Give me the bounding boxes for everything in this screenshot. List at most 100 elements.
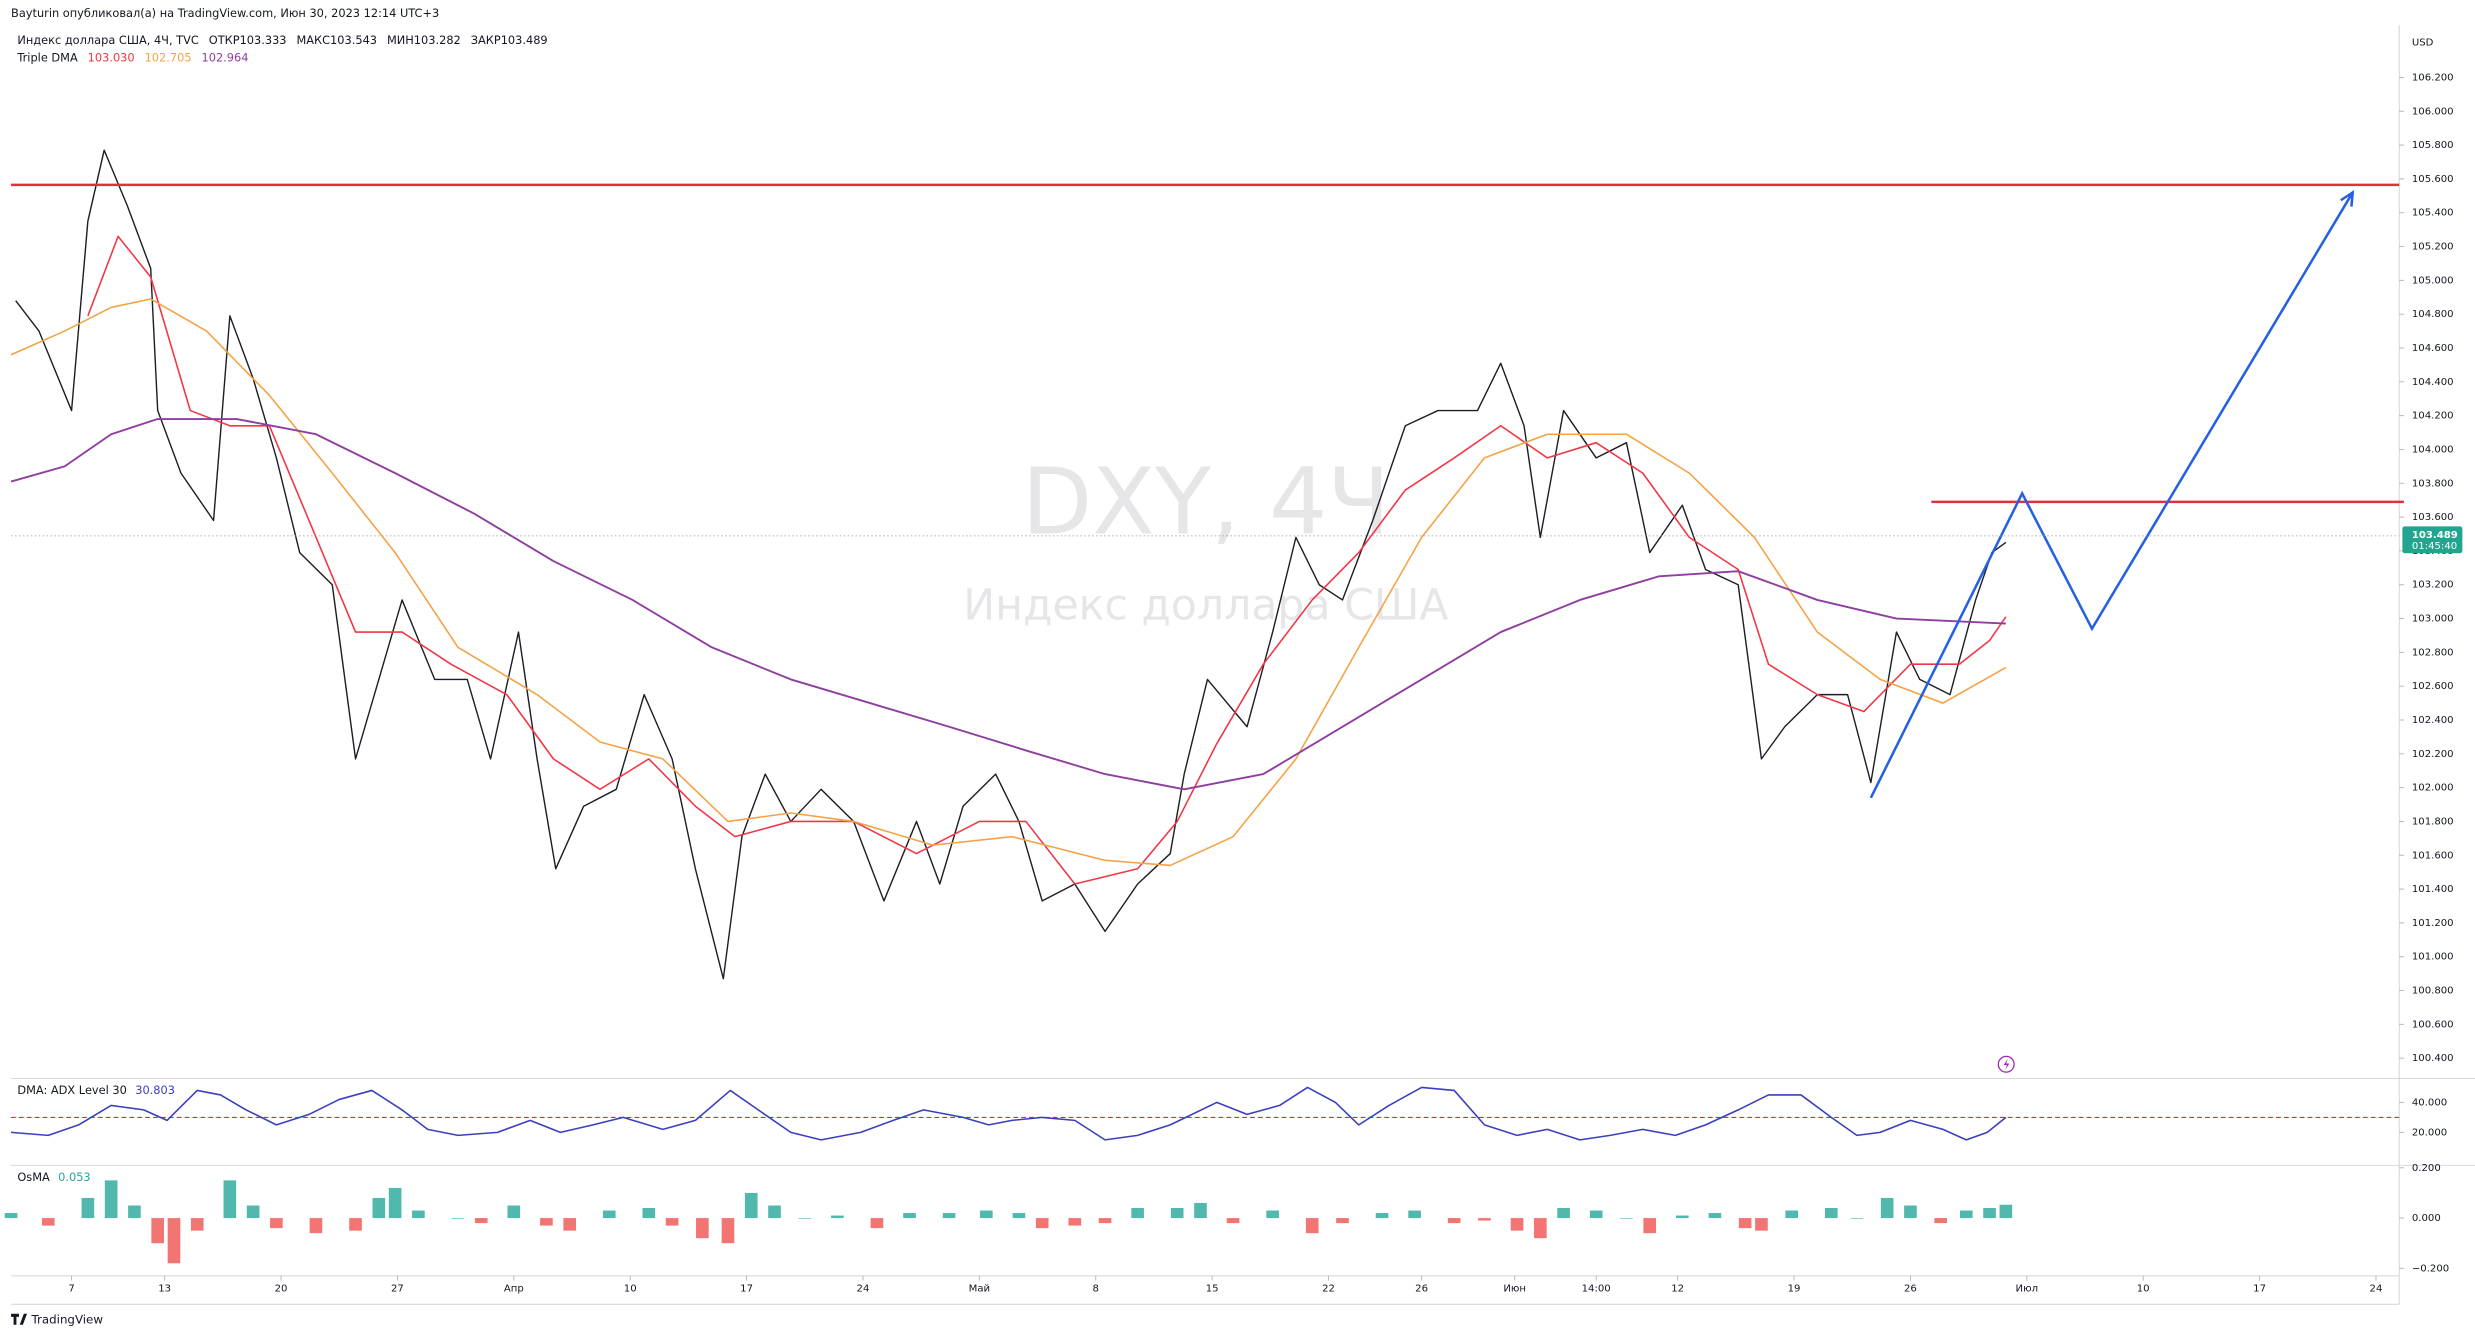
histogram-bar xyxy=(246,1205,260,1219)
y-tick-label: 102.000 xyxy=(2412,783,2454,794)
histogram-bar xyxy=(1755,1218,1768,1231)
x-tick-label: 13 xyxy=(158,1283,171,1294)
y-tick-label: 105.400 xyxy=(2412,208,2454,219)
x-tick-label: 24 xyxy=(2370,1283,2383,1294)
y-tick-label: 0.200 xyxy=(2412,1163,2441,1174)
y-tick-label: 105.000 xyxy=(2412,275,2454,286)
histogram-bar xyxy=(270,1218,283,1229)
series-line xyxy=(87,235,2007,885)
x-tick-label: 22 xyxy=(1322,1283,1335,1294)
histogram-bar xyxy=(942,1213,956,1219)
histogram-bar xyxy=(81,1197,95,1219)
projection-path xyxy=(1869,191,2354,799)
last-price: 103.489 xyxy=(2412,530,2458,541)
y-tick-label: 105.200 xyxy=(2412,242,2454,253)
y-tick-label: 104.400 xyxy=(2412,377,2454,388)
histogram-bar xyxy=(563,1218,577,1231)
histogram-bar xyxy=(1336,1218,1349,1224)
series-line xyxy=(10,298,2007,867)
y-tick-label: 0.000 xyxy=(2412,1213,2441,1224)
watermark: DXY, 4Ч Индекс доллара США xyxy=(963,448,1448,630)
histogram-bar xyxy=(104,1180,118,1219)
y-tick-label: 106.000 xyxy=(2412,106,2454,117)
y-tick-label: 104.200 xyxy=(2412,411,2454,422)
x-tick-label: 26 xyxy=(1415,1283,1428,1294)
ohlc-label: МАКС xyxy=(296,33,330,47)
alert-icon[interactable] xyxy=(1997,1055,2015,1073)
x-tick-label: 8 xyxy=(1093,1283,1099,1294)
histogram-bar xyxy=(1904,1205,1917,1219)
histogram-bar xyxy=(1675,1215,1689,1219)
y-tick-label: 20.000 xyxy=(2412,1127,2447,1138)
x-tick-label: 15 xyxy=(1206,1283,1219,1294)
plot-layer: 7 13 20 27 Апр 10 17 24 Май 8 15 22 26 Июн 14:00 12 19 26… xyxy=(4,72,2463,1294)
publisher-line: Bayturin опубликовал(а) на TradingView.c… xyxy=(11,6,439,20)
arrow-head xyxy=(2340,189,2355,207)
y-tick-label: 103.200 xyxy=(2412,580,2454,591)
x-tick-label: 27 xyxy=(391,1283,404,1294)
ohlc-value: 103.543 xyxy=(330,33,377,47)
y-tick-label: 104.000 xyxy=(2412,444,2454,455)
ohlc-label: ЗАКР xyxy=(471,33,501,47)
histogram-bar xyxy=(1035,1218,1049,1229)
histogram-bar xyxy=(1534,1218,1547,1239)
y-tick-label: 102.200 xyxy=(2412,749,2454,760)
x-tick-label: 14:00 xyxy=(1582,1283,1611,1294)
indicator-value: 102.705 xyxy=(145,50,192,64)
x-tick-label: 17 xyxy=(2253,1283,2266,1294)
logo-text: TradingView xyxy=(31,1313,104,1327)
histogram-bar xyxy=(744,1192,758,1219)
y-tick-label: 40.000 xyxy=(2412,1097,2447,1108)
x-tick-label: 26 xyxy=(1904,1283,1917,1294)
osma-value: 0.053 xyxy=(58,1170,91,1184)
x-tick-label: Июн xyxy=(1503,1283,1526,1294)
histogram-bar xyxy=(980,1210,993,1219)
y-tick-label: 101.800 xyxy=(2412,816,2454,827)
series-line xyxy=(10,1086,2007,1141)
y-tick-label: 102.800 xyxy=(2412,647,2454,658)
histogram-bar xyxy=(309,1218,323,1234)
histogram-bar xyxy=(412,1210,425,1219)
histogram-bar xyxy=(1305,1218,1319,1234)
histogram-bar xyxy=(41,1218,55,1226)
histogram-bar xyxy=(388,1187,402,1219)
y-tick-label: 104.800 xyxy=(2412,309,2454,320)
x-tick-label: 10 xyxy=(624,1283,637,1294)
histogram-bar xyxy=(1408,1210,1421,1219)
histogram-bar xyxy=(1068,1218,1082,1226)
y-tick-label: 106.200 xyxy=(2412,72,2454,83)
series-line xyxy=(10,418,2006,791)
histogram-bar xyxy=(540,1218,553,1226)
histogram-bar xyxy=(1643,1218,1657,1234)
alert-bolt xyxy=(2003,1058,2010,1070)
histogram-bar xyxy=(642,1208,656,1219)
histogram-bar xyxy=(1850,1218,1864,1219)
y-tick-label: 100.600 xyxy=(2412,1019,2454,1030)
ohlc-value: 103.489 xyxy=(501,33,548,47)
x-tick-label: Май xyxy=(969,1283,990,1294)
histogram-bar xyxy=(474,1218,488,1224)
histogram-bar xyxy=(870,1218,884,1229)
y-tick-label: 101.400 xyxy=(2412,884,2454,895)
x-tick-label: Июл xyxy=(2016,1283,2038,1294)
y-tick-label: 103.000 xyxy=(2412,614,2454,625)
ohlc-label: ОТКР xyxy=(209,33,240,47)
histogram-bar xyxy=(151,1218,165,1244)
histogram-bar xyxy=(451,1218,465,1219)
histogram-bar xyxy=(1098,1218,1112,1224)
x-tick-label: 12 xyxy=(1671,1283,1684,1294)
histogram-bar xyxy=(1478,1218,1491,1221)
histogram-bar xyxy=(1510,1218,1524,1231)
histogram-bar xyxy=(1959,1210,1973,1219)
watermark-name: Индекс доллара США xyxy=(963,580,1448,630)
y-tick-label: 105.800 xyxy=(2412,140,2454,151)
osma-label: OsMA 0.053 xyxy=(17,1170,90,1184)
y-tick-label: 102.600 xyxy=(2412,681,2454,692)
histogram-bar xyxy=(798,1218,812,1219)
histogram-bar xyxy=(1880,1197,1894,1219)
indicator-value: 103.030 xyxy=(88,50,135,64)
histogram-bar xyxy=(223,1180,237,1219)
x-tick-label: 20 xyxy=(275,1283,288,1294)
